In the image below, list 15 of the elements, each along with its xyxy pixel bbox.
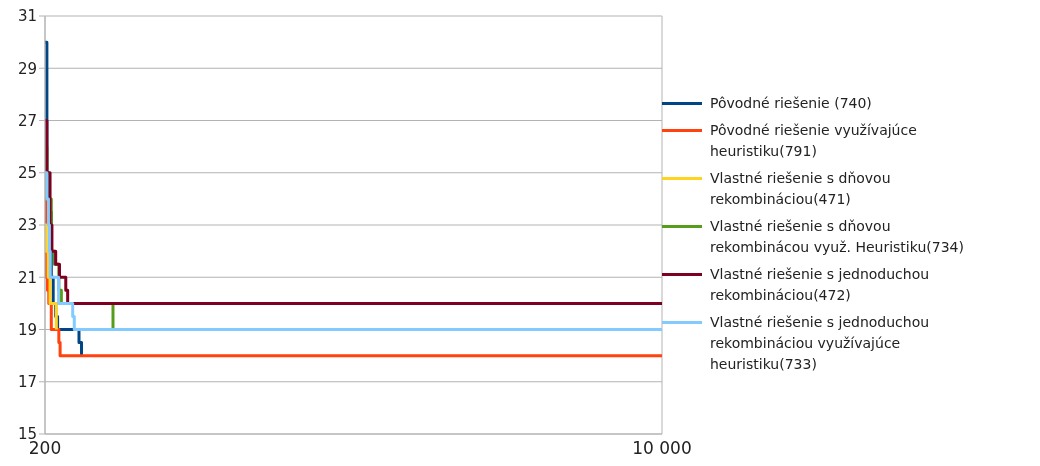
y-tick-label: 27	[17, 111, 37, 130]
y-tick-label: 23	[17, 216, 37, 235]
legend-label: Pôvodné riešenie (740)	[710, 94, 872, 113]
legend-label: Vlastné riešenie s jednoduchou rekombináciou využívajúce heuristiku(733)	[710, 313, 931, 374]
legend-label: Pôvodné riešenie využívajúce heuristiku(791)	[710, 121, 918, 161]
y-tick-label: 29	[17, 59, 37, 78]
y-tick-label: 21	[17, 268, 37, 287]
x-tick-label: 10 000	[632, 438, 692, 459]
y-tick-label: 31	[17, 7, 37, 26]
legend-label: Vlastné riešenie s dňovou rekombináciou(471)	[710, 169, 892, 209]
y-tick-label: 19	[17, 320, 37, 339]
y-tick-label: 17	[17, 373, 37, 392]
y-tick-label: 25	[17, 164, 37, 183]
legend-label: Vlastné riešenie s dňovou rekombinácou využ. Heuristiku(734)	[710, 217, 965, 257]
legend-label: Vlastné riešenie s jednoduchou rekombináciou(472)	[710, 265, 931, 305]
